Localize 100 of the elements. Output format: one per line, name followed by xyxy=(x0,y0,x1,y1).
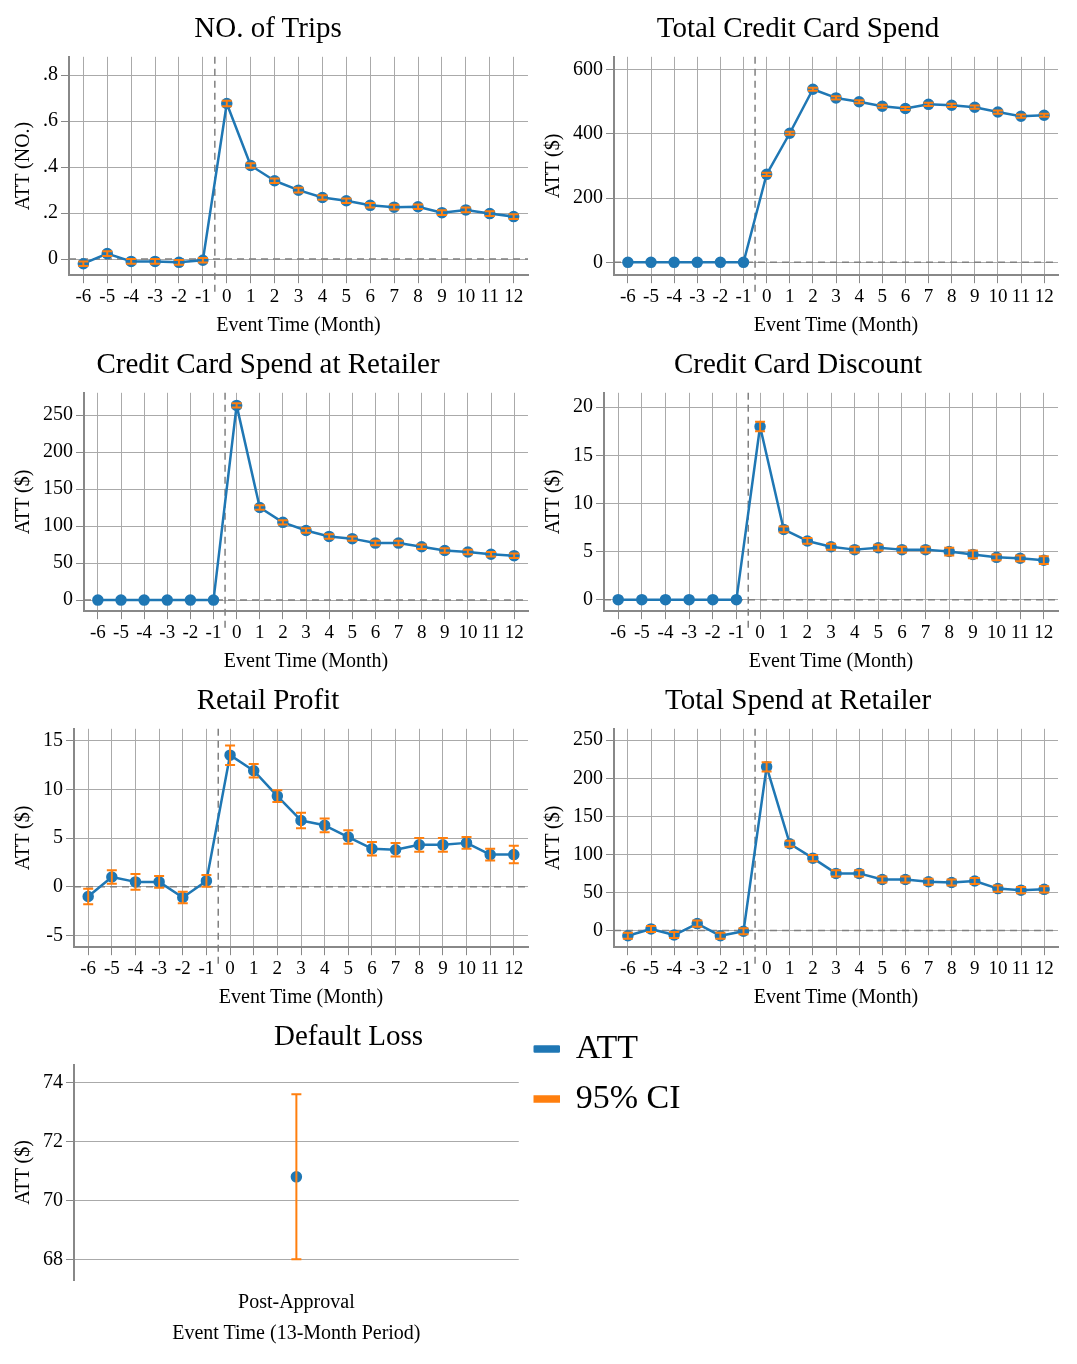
x-tick-label: 7 xyxy=(923,956,934,978)
x-tick-label: 6 xyxy=(897,620,907,642)
x-tick-label: 4 xyxy=(849,620,860,642)
y-tick-label: 5 xyxy=(53,825,63,848)
x-tick-label: -4 xyxy=(136,620,153,642)
x-tick-label: 0 xyxy=(222,284,232,306)
y-axis-title: ATT ($) xyxy=(541,133,565,199)
x-tick-label: 12 xyxy=(504,620,524,642)
x-tick-label: 5 xyxy=(341,284,352,306)
y-tick-label: 0 xyxy=(583,586,593,609)
x-tick-label: 8 xyxy=(416,620,427,642)
x-tick-label: 7 xyxy=(393,620,404,642)
x-tick-label: 6 xyxy=(900,956,911,978)
chart-title: Credit Card Discount xyxy=(673,347,923,380)
chart-title: NO. of Trips xyxy=(194,11,342,44)
x-axis-title: Event Time (Month) xyxy=(223,649,389,673)
y-tick-label: .2 xyxy=(43,200,58,223)
x-tick-label: 12 xyxy=(1034,620,1054,642)
y-axis-title: ATT ($) xyxy=(11,1140,35,1205)
x-tick-label: 3 xyxy=(296,956,306,978)
x-tick-label: 6 xyxy=(370,620,381,642)
chart-title: Total Credit Card Spend xyxy=(656,11,940,44)
x-tick-label: 8 xyxy=(944,620,954,642)
chart-title: Default Loss xyxy=(274,1019,423,1052)
x-tick-label: -1 xyxy=(735,956,752,978)
x-tick-label: 7 xyxy=(390,956,401,978)
x-tick-label: 4 xyxy=(317,284,328,306)
x-tick-label: 7 xyxy=(389,284,399,306)
x-tick-label: 3 xyxy=(831,284,841,306)
y-tick-label: 0 xyxy=(593,249,603,272)
x-axis-title: Event Time (Month) xyxy=(753,985,919,1009)
y-tick-label: 0 xyxy=(593,917,603,940)
chart-title: Total Spend at Retailer xyxy=(664,683,932,716)
x-tick-label: 9 xyxy=(968,620,978,642)
x-tick-label: 9 xyxy=(437,284,447,306)
x-tick-label: 1 xyxy=(248,956,259,978)
x-tick-label: 3 xyxy=(831,956,841,978)
x-tick-label: -1 xyxy=(194,284,211,306)
y-tick-label: 15 xyxy=(573,442,593,465)
y-axis-title: ATT ($) xyxy=(541,805,565,871)
y-tick-label: 250 xyxy=(43,402,73,425)
x-tick-label: 3 xyxy=(826,620,836,642)
x-tick-label: 1 xyxy=(255,620,265,642)
x-tick-label: -2 xyxy=(171,284,187,306)
x-tick-label: 2 xyxy=(808,284,818,306)
x-tick-label: 8 xyxy=(414,956,424,978)
x-tick-label: 2 xyxy=(269,284,280,306)
y-tick-label: 100 xyxy=(43,513,73,536)
x-tick-label: 12 xyxy=(1034,956,1054,978)
y-tick-label: 0 xyxy=(63,587,73,610)
x-axis-title: Event Time (Month) xyxy=(748,649,914,673)
x-tick-label: -2 xyxy=(712,284,729,306)
x-tick-label: 11 xyxy=(1011,956,1031,978)
x-tick-label: -3 xyxy=(681,620,698,642)
x-tick-label: 11 xyxy=(481,620,501,642)
x-tick-label: -5 xyxy=(633,620,650,642)
y-tick-label: 50 xyxy=(583,879,603,902)
x-tick-label: 8 xyxy=(413,284,423,306)
y-tick-label: 68 xyxy=(43,1246,63,1269)
y-tick-label: 600 xyxy=(573,56,603,79)
x-tick-label: 1 xyxy=(245,284,256,306)
x-tick-label: 11 xyxy=(1011,284,1031,306)
x-tick-label: 1 xyxy=(778,620,789,642)
y-tick-label: 5 xyxy=(583,538,593,561)
x-tick-label: 2 xyxy=(802,620,813,642)
y-axis-title: ATT ($) xyxy=(11,805,35,871)
x-tick-label: 0 xyxy=(231,620,242,642)
x-tick-label: 0 xyxy=(755,620,765,642)
x-tick-label: -2 xyxy=(182,620,199,642)
x-tick-label: 5 xyxy=(877,284,887,306)
legend-label: 95% CI xyxy=(575,1077,681,1115)
y-axis-title: ATT ($) xyxy=(541,469,565,535)
legend-label: ATT xyxy=(575,1027,639,1065)
x-tick-label: 7 xyxy=(923,284,934,306)
y-tick-label: 20 xyxy=(573,394,593,417)
x-tick-label: -1 xyxy=(205,620,222,642)
chart-title: Credit Card Spend at Retailer xyxy=(96,347,440,380)
x-tick-label: -3 xyxy=(159,620,176,642)
x-tick-label: 12 xyxy=(1034,284,1054,306)
y-tick-label: 150 xyxy=(43,476,73,499)
x-tick-label: 5 xyxy=(873,620,884,642)
x-tick-label: 8 xyxy=(946,284,957,306)
y-tick-label: 250 xyxy=(573,727,603,750)
x-tick-label: -2 xyxy=(712,956,729,978)
x-tick-label: 12 xyxy=(504,284,524,306)
x-tick-label: -4 xyxy=(123,284,140,306)
y-axis-title: ATT ($) xyxy=(11,469,35,535)
x-tick-label: 4 xyxy=(854,956,865,978)
x-tick-label: 6 xyxy=(365,284,375,306)
y-tick-label: 10 xyxy=(43,776,63,799)
x-tick-label: -2 xyxy=(704,620,721,642)
y-tick-label: 10 xyxy=(573,490,593,513)
y-tick-label: .6 xyxy=(43,108,58,131)
y-tick-label: 0 xyxy=(48,246,58,269)
x-tick-label: -6 xyxy=(89,620,106,642)
x-axis-title: Event Time (13-Month Period) xyxy=(172,1321,421,1345)
x-tick-label: -1 xyxy=(728,620,745,642)
x-tick-label: 4 xyxy=(854,284,865,306)
x-tick-label: -5 xyxy=(643,284,659,306)
y-tick-label: .8 xyxy=(43,62,58,85)
